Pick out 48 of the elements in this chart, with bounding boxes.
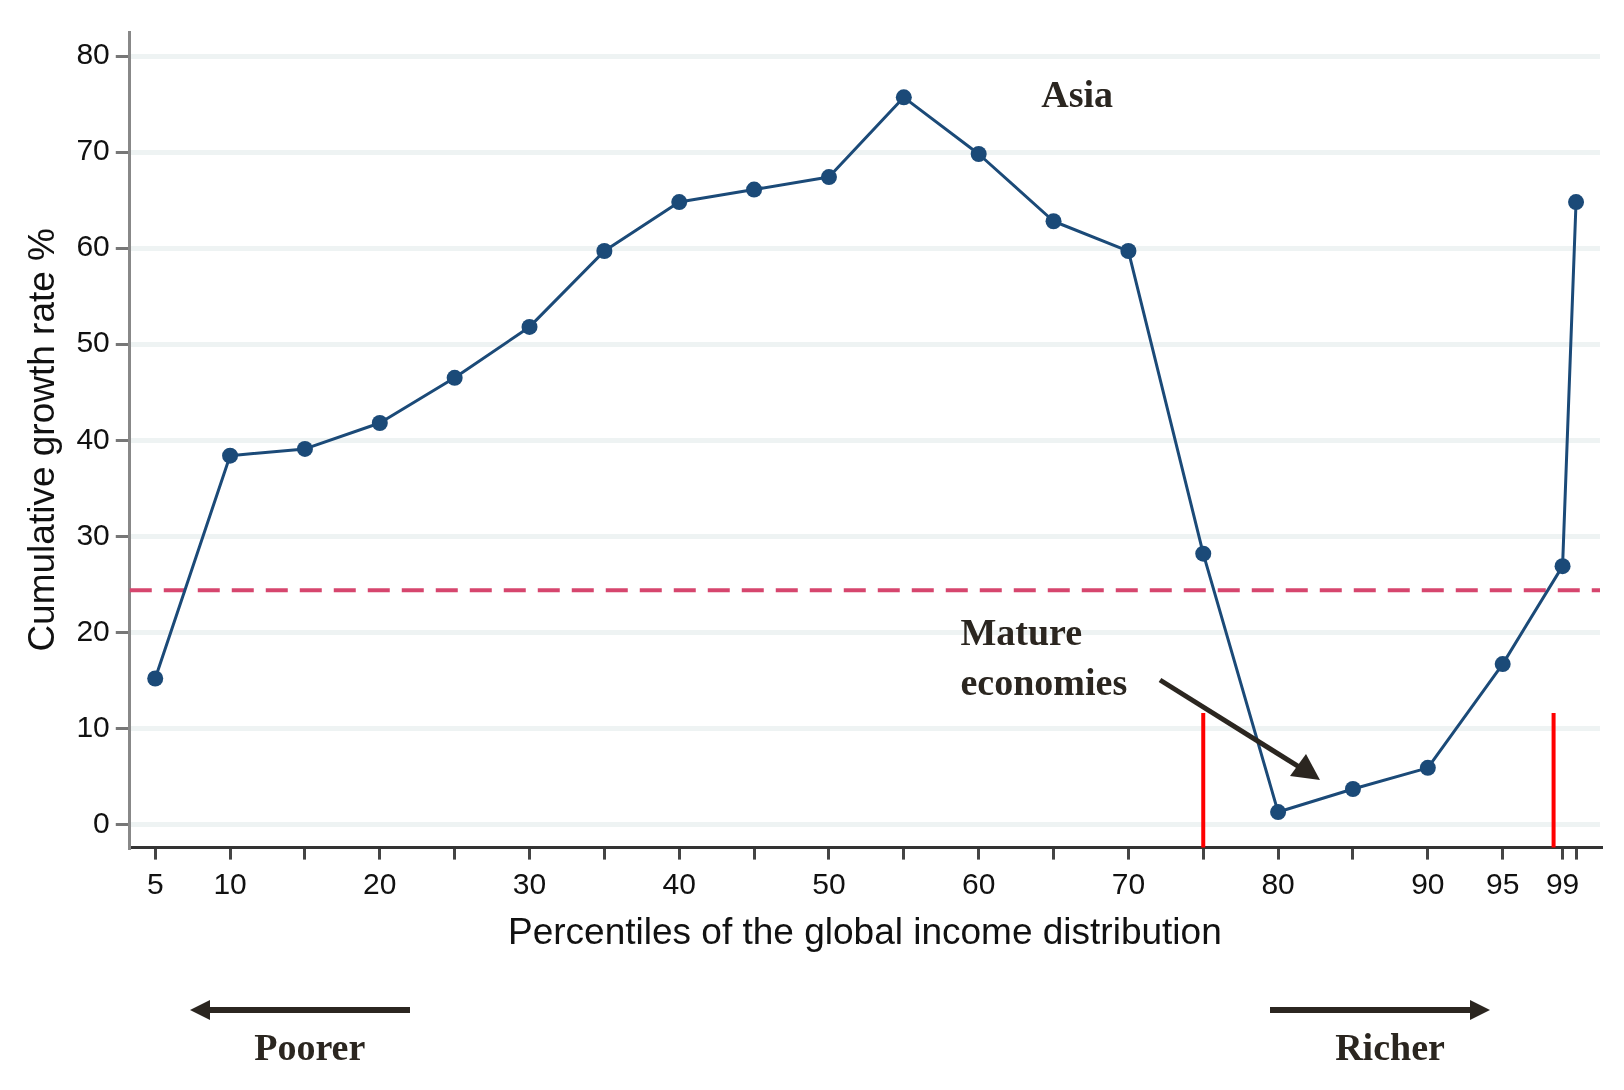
point [1554, 558, 1571, 575]
annotation: Mature economies [960, 610, 1128, 703]
x-tick-label: 80 [1261, 866, 1295, 900]
y-tick-label: 20 [76, 613, 110, 647]
point [895, 89, 912, 106]
point [596, 243, 613, 260]
x-tick-label: 99 [1545, 866, 1580, 900]
x-tick-label: 50 [812, 866, 846, 900]
y-tick-label: 80 [76, 37, 110, 71]
point [1195, 545, 1212, 562]
point [1270, 804, 1287, 821]
point [746, 181, 763, 198]
text: Poorer [254, 1025, 366, 1068]
point [1344, 781, 1361, 797]
point [1045, 213, 1062, 230]
point [222, 447, 239, 464]
point [1120, 243, 1137, 260]
y-tick-label: 0 [93, 805, 110, 839]
x-tick-label: 10 [213, 866, 247, 900]
x-tick-label: 20 [363, 866, 397, 900]
x-axis-title: Percentiles of the global income distribution [508, 911, 1222, 952]
point [1419, 759, 1436, 776]
point [147, 670, 164, 687]
x-tick-label: 95 [1486, 866, 1520, 900]
x-tick-label: 5 [146, 866, 164, 900]
x-tick-label: 70 [1111, 866, 1146, 900]
point [296, 440, 313, 457]
x-tick-label: 40 [662, 866, 696, 900]
y-tick-label: 70 [76, 133, 110, 167]
y-tick-label: 60 [76, 229, 110, 263]
y-tick-label: 40 [76, 421, 110, 455]
y-tick-label: 50 [76, 325, 110, 359]
annotation: Asia [1041, 73, 1114, 116]
point [521, 318, 538, 335]
y-axis-title: Cumulative growth rate % [21, 227, 63, 652]
y-tick-label: 10 [76, 709, 110, 743]
x-tick-label: 30 [512, 866, 547, 900]
point [371, 414, 388, 431]
text: Richer [1335, 1025, 1445, 1068]
x-tick-label: 60 [961, 866, 996, 900]
point [446, 369, 463, 386]
point [970, 146, 987, 162]
y-tick-label: 30 [76, 517, 110, 551]
point [820, 169, 837, 186]
point [1494, 656, 1511, 673]
x-tick-label: 90 [1411, 866, 1445, 900]
point [671, 194, 688, 211]
point [1568, 194, 1585, 211]
